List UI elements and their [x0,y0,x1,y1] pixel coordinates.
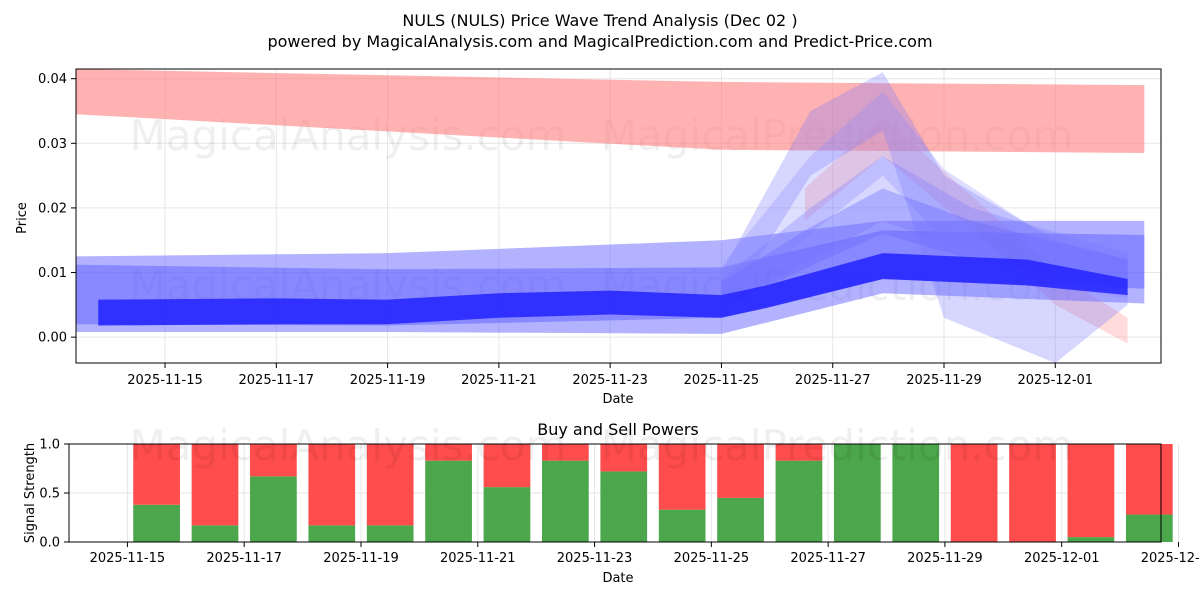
price-y-tick-label: 0.00 [38,331,67,346]
signal-y-axis-label: Signal Strength [23,443,38,543]
price-band-buy-wave-4 [721,188,1128,309]
signal-x-tick-label: 2025-11-17 [206,551,282,566]
sell-bar [658,444,706,510]
price-band-buy-wave-1 [721,72,1128,363]
price-x-tick-label: 2025-11-15 [127,373,203,388]
signal-chart-title: Buy and Sell Powers [537,420,699,439]
signal-x-tick-label: 2025-11-19 [323,551,399,566]
sell-bar [1009,444,1056,542]
sell-bar [950,444,998,542]
price-x-tick-label: 2025-12-01 [1018,373,1094,388]
price-x-tick-label: 2025-11-21 [461,373,537,388]
chart-title: NULS (NULS) Price Wave Trend Analysis (D… [402,11,797,30]
price-y-tick-label: 0.04 [38,72,67,87]
sell-bar [133,444,180,505]
buy-bar [892,444,940,542]
signal-x-tick-label: 2025-12-01 [1024,551,1100,566]
sell-bar [717,444,764,498]
buy-bar [425,460,472,542]
price-plot: MagicalAnalysis.comMagicalPrediction.com… [38,68,1162,388]
price-band-buy-wave-2 [721,91,1128,312]
buy-bar [1067,537,1115,542]
sell-bar [366,444,414,526]
sell-bar [1067,444,1115,538]
signal-y-tick-label: 0.5 [39,487,60,502]
signal-watermark: MagicalAnalysis.com [130,421,567,470]
buy-bar [1125,514,1173,542]
buy-bar [833,444,881,542]
price-band-buy-wave-3 [721,156,1128,312]
buy-bar [600,471,648,542]
price-y-tick-label: 0.03 [38,137,67,152]
signal-x-tick-label: 2025-11-21 [440,551,516,566]
price-x-tick-label: 2025-11-17 [239,373,315,388]
signal-y-tick-label: 0.0 [39,536,60,551]
signal-x-tick-label: 2025-11-29 [907,551,983,566]
price-x-tick-label: 2025-11-27 [795,373,871,388]
price-x-tick-label: 2025-11-29 [906,373,982,388]
sell-bar [600,444,648,472]
price-x-axis-label: Date [602,392,633,407]
buy-bar [717,497,764,542]
signal-x-tick-label: 2025-11-15 [90,551,166,566]
sell-bar [425,444,472,461]
price-y-tick-label: 0.01 [38,266,67,281]
buy-bar [775,460,823,542]
sell-bar [308,444,356,526]
buy-bar [250,476,297,542]
price-y-tick-label: 0.02 [38,201,67,216]
sell-bar [542,444,589,461]
buy-bar [191,525,239,542]
sell-bar [191,444,239,526]
price-plot-frame [75,68,1162,364]
price-x-tick-label: 2025-11-19 [350,373,426,388]
sell-bar [775,444,823,461]
buy-bar [658,509,706,542]
signal-watermark: MagicalPrediction.com [601,421,1074,470]
price-band-sell-band [76,69,1145,153]
sell-bar [1125,444,1173,515]
signal-y-tick-label: 1.0 [39,438,60,453]
buy-bar [542,460,589,542]
sell-bar [250,444,297,477]
signal-x-tick-label: 2025-12-03 [1141,551,1200,566]
signal-plot: MagicalAnalysis.com MagicalPrediction.com… [39,421,1200,566]
signal-x-tick-label: 2025-11-25 [674,551,750,566]
price-x-tick-label: 2025-11-23 [572,373,648,388]
buy-bar [483,487,531,542]
buy-bar [133,504,180,542]
signal-x-tick-label: 2025-11-27 [790,551,866,566]
price-y-axis-label: Price [15,202,30,234]
price-band-buy-core [98,253,1128,326]
signal-x-axis-label: Date [602,571,633,586]
buy-bar [308,525,356,542]
signal-x-tick-label: 2025-11-23 [557,551,633,566]
buy-bar [366,525,414,542]
price-x-tick-label: 2025-11-25 [684,373,760,388]
sell-bar [483,444,531,488]
chart-subtitle: powered by MagicalAnalysis.com and Magic… [267,32,932,51]
